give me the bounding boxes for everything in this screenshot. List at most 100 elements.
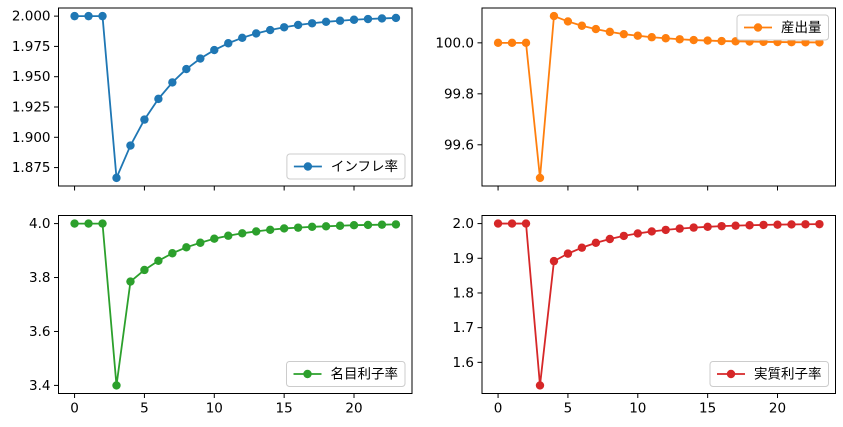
data-point bbox=[717, 36, 726, 46]
data-point bbox=[619, 231, 629, 241]
data-point bbox=[605, 27, 615, 37]
data-point bbox=[321, 17, 331, 27]
data-point bbox=[349, 221, 359, 230]
data-point bbox=[307, 19, 317, 28]
data-point bbox=[140, 265, 149, 275]
data-point bbox=[265, 25, 275, 35]
data-point bbox=[521, 38, 531, 48]
data-point bbox=[349, 15, 359, 24]
data-point bbox=[363, 220, 373, 230]
data-point bbox=[535, 173, 545, 183]
data-point bbox=[787, 220, 796, 229]
data-point bbox=[252, 227, 261, 236]
legend: 産出量 bbox=[736, 14, 829, 41]
data-point bbox=[591, 238, 601, 248]
data-point bbox=[759, 220, 768, 230]
legend: 実質利子率 bbox=[709, 361, 829, 387]
data-point bbox=[377, 220, 387, 229]
x-tick-label: 10 bbox=[206, 401, 223, 417]
data-point bbox=[154, 256, 163, 266]
data-point bbox=[238, 229, 247, 238]
x-tick-label: 10 bbox=[629, 401, 646, 417]
y-tick-label: 3.8 bbox=[29, 270, 50, 286]
data-point bbox=[563, 249, 573, 258]
y-tick-label: 1.925 bbox=[12, 99, 51, 115]
y-tick-label: 1.8 bbox=[453, 285, 474, 301]
y-tick-label: 3.6 bbox=[29, 324, 50, 340]
data-point bbox=[703, 222, 712, 232]
data-point bbox=[182, 64, 191, 74]
data-point bbox=[168, 78, 177, 87]
x-tick-label: 0 bbox=[494, 401, 503, 417]
data-point bbox=[563, 17, 573, 26]
x-tick-label: 15 bbox=[699, 401, 716, 417]
data-point bbox=[591, 24, 601, 34]
data-point bbox=[210, 234, 219, 243]
data-point bbox=[112, 173, 121, 183]
data-point bbox=[321, 222, 331, 231]
data-point bbox=[70, 11, 79, 21]
y-tick-label: 1.9 bbox=[453, 251, 474, 267]
data-point bbox=[675, 224, 684, 233]
y-tick-label: 100.0 bbox=[435, 35, 474, 51]
y-tick-label: 2.000 bbox=[12, 9, 51, 25]
data-point bbox=[507, 38, 517, 48]
data-point bbox=[521, 219, 531, 228]
y-tick-label: 3.4 bbox=[29, 378, 50, 394]
data-point bbox=[801, 220, 810, 229]
y-tick-label: 1.975 bbox=[12, 39, 51, 55]
data-point bbox=[210, 45, 219, 55]
data-point bbox=[196, 54, 205, 63]
axes-spines bbox=[58, 7, 413, 187]
data-point bbox=[675, 35, 684, 44]
data-point bbox=[196, 238, 205, 247]
data-point bbox=[391, 220, 401, 229]
data-point bbox=[265, 225, 275, 234]
data-point bbox=[154, 94, 163, 104]
y-tick-label: 2.0 bbox=[453, 216, 474, 232]
data-point bbox=[535, 381, 545, 390]
legend-frame bbox=[286, 361, 406, 387]
data-point bbox=[224, 39, 233, 48]
data-point bbox=[661, 34, 670, 43]
y-tick-label: 4.0 bbox=[29, 216, 50, 232]
legend-label: インフレ率 bbox=[331, 158, 398, 175]
x-tick-label: 20 bbox=[345, 401, 362, 417]
data-point bbox=[84, 11, 93, 21]
subplot-3: 0 5 10 15 20 1.6 1.7 1.8 1.9 2.0 実質利子率 bbox=[453, 215, 836, 417]
data-point bbox=[577, 21, 587, 30]
data-point bbox=[98, 219, 107, 228]
y-tick-label: 1.875 bbox=[12, 160, 51, 176]
y-tick-label: 1.7 bbox=[453, 320, 474, 336]
data-point bbox=[647, 227, 656, 236]
data-point bbox=[307, 222, 317, 232]
legend-frame bbox=[286, 153, 406, 180]
data-point bbox=[98, 11, 107, 21]
subplot-0: 1.875 1.900 1.925 1.950 1.975 2.000 インフレ率 bbox=[12, 7, 413, 191]
data-point bbox=[717, 221, 726, 231]
data-point bbox=[70, 219, 79, 228]
legend-label: 実質利子率 bbox=[754, 366, 822, 383]
legend: インフレ率 bbox=[286, 153, 406, 180]
axes-spines bbox=[58, 215, 413, 394]
data-point bbox=[279, 23, 289, 32]
data-point bbox=[84, 219, 93, 228]
data-point bbox=[549, 256, 559, 266]
data-point bbox=[703, 36, 712, 45]
data-point bbox=[689, 223, 698, 232]
data-point bbox=[126, 277, 135, 286]
legend-marker-sample bbox=[303, 369, 312, 379]
data-point bbox=[224, 231, 233, 240]
data-point bbox=[493, 219, 503, 228]
data-point bbox=[363, 14, 373, 24]
x-tick-label: 5 bbox=[564, 401, 573, 417]
legend-label: 産出量 bbox=[781, 20, 822, 36]
y-tick-label: 1.950 bbox=[12, 69, 51, 85]
y-tick-label: 99.6 bbox=[444, 137, 474, 153]
data-point bbox=[335, 16, 345, 25]
data-point bbox=[605, 234, 615, 244]
data-point bbox=[140, 115, 149, 124]
x-tick-label: 15 bbox=[276, 401, 293, 417]
data-point bbox=[391, 13, 401, 23]
